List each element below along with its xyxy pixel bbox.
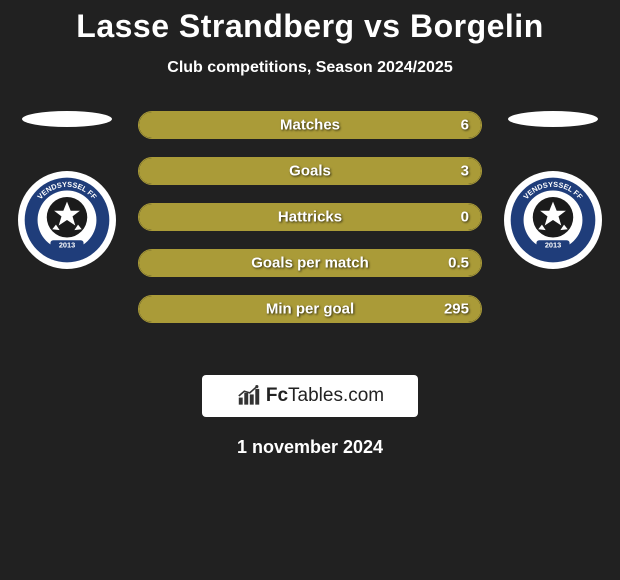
page-subtitle: Club competitions, Season 2024/2025 (0, 59, 620, 77)
main-area: 2013 VENDSYSSEL FF 2013 (0, 111, 620, 351)
club-crest-icon: 2013 VENDSYSSEL FF (21, 174, 113, 266)
player-right-shadow (508, 111, 598, 127)
stat-bar: Min per goal 295 (138, 295, 482, 323)
player-left-club-badge: 2013 VENDSYSSEL FF (18, 171, 116, 269)
fctables-logo[interactable]: FcTables.com (202, 375, 418, 417)
date-line: 1 november 2024 (0, 437, 620, 458)
badge-year: 2013 (59, 241, 75, 250)
logo-brand: Fc (266, 385, 288, 406)
stat-bar: Hattricks 0 (138, 203, 482, 231)
player-left-block: 2013 VENDSYSSEL FF (18, 111, 116, 269)
bar-value-right: 0.5 (448, 255, 469, 272)
badge-year: 2013 (545, 241, 561, 250)
logo-rest: Tables.com (288, 385, 384, 406)
bar-label: Matches (280, 117, 340, 134)
comparison-card: Lasse Strandberg vs Borgelin Club compet… (0, 0, 620, 458)
bar-value-right: 295 (444, 301, 469, 318)
player-left-shadow (22, 111, 112, 127)
bar-value-right: 3 (461, 163, 469, 180)
stat-bar: Goals 3 (138, 157, 482, 185)
logo-text: FcTables.com (266, 385, 384, 407)
bar-label: Goals (289, 163, 331, 180)
stat-bars: Matches 6 Goals 3 Hattricks 0 Goals per match 0… (138, 111, 482, 323)
page-title: Lasse Strandberg vs Borgelin (0, 8, 620, 45)
chart-icon (236, 385, 262, 407)
stat-bar: Goals per match 0.5 (138, 249, 482, 277)
bar-value-right: 0 (461, 209, 469, 226)
player-right-club-badge: 2013 VENDSYSSEL FF (504, 171, 602, 269)
bar-fill-right (310, 158, 481, 184)
bar-label: Hattricks (278, 209, 342, 226)
bar-label: Min per goal (266, 301, 354, 318)
bar-value-right: 6 (461, 117, 469, 134)
stat-bar: Matches 6 (138, 111, 482, 139)
club-crest-icon: 2013 VENDSYSSEL FF (507, 174, 599, 266)
bar-label: Goals per match (251, 255, 369, 272)
bar-fill-left (139, 158, 310, 184)
player-right-block: 2013 VENDSYSSEL FF (504, 111, 602, 269)
